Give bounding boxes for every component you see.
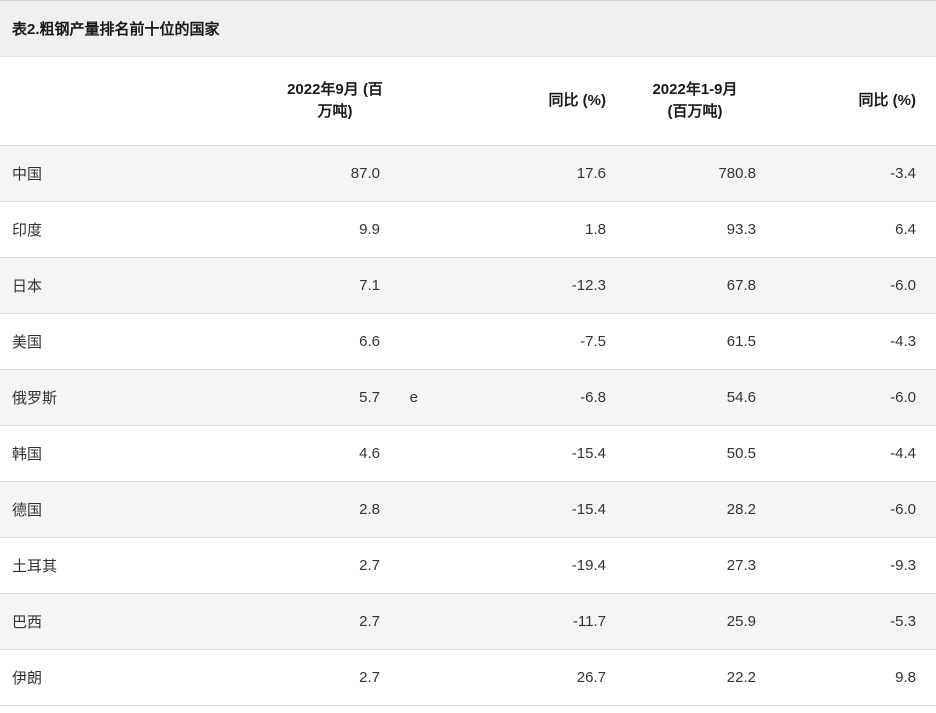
sep-value-cell: 6.6 bbox=[240, 313, 430, 370]
sep-value-cell: 2.7 bbox=[240, 649, 430, 706]
cum-value-cell: 27.3 bbox=[620, 537, 770, 594]
country-cell: 俄罗斯 bbox=[0, 369, 240, 426]
yoy-sep-cell: -12.3 bbox=[430, 257, 620, 314]
header-country bbox=[0, 57, 240, 146]
yoy-sep-cell: 26.7 bbox=[430, 649, 620, 706]
table-title: 表2.粗钢产量排名前十位的国家 bbox=[12, 21, 220, 38]
yoy-sep-cell: -15.4 bbox=[430, 481, 620, 538]
sep-value: 2.7 bbox=[359, 556, 380, 574]
table-row-india: 印度 9.9 1.8 93.3 6.4 bbox=[0, 201, 936, 258]
sep-value: 7.1 bbox=[359, 276, 380, 294]
header-yoy-sep: 同比 (%) bbox=[430, 57, 620, 146]
table-header: 2022年9月 (百 万吨) 同比 (%) 2022年1-9月 (百万吨) 同比… bbox=[0, 57, 936, 146]
yoy-cum-cell: -5.3 bbox=[770, 593, 936, 650]
table-row-turkey: 土耳其 2.7 -19.4 27.3 -9.3 bbox=[0, 537, 936, 594]
yoy-cum-cell: -6.0 bbox=[770, 369, 936, 426]
header-jan-sep-2022: 2022年1-9月 (百万吨) bbox=[620, 57, 770, 146]
yoy-sep-cell: -19.4 bbox=[430, 537, 620, 594]
table-row-brazil: 巴西 2.7 -11.7 25.9 -5.3 bbox=[0, 593, 936, 650]
yoy-cum-cell: -3.4 bbox=[770, 145, 936, 202]
country-cell: 美国 bbox=[0, 313, 240, 370]
table-row-germany: 德国 2.8 -15.4 28.2 -6.0 bbox=[0, 481, 936, 538]
yoy-sep-cell: 1.8 bbox=[430, 201, 620, 258]
yoy-cum-cell: 6.4 bbox=[770, 201, 936, 258]
country-cell: 巴西 bbox=[0, 593, 240, 650]
sep-value: 4.6 bbox=[359, 444, 380, 462]
cum-value-cell: 780.8 bbox=[620, 145, 770, 202]
header-row: 2022年9月 (百 万吨) 同比 (%) 2022年1-9月 (百万吨) 同比… bbox=[0, 57, 936, 146]
cum-value-cell: 67.8 bbox=[620, 257, 770, 314]
country-cell: 德国 bbox=[0, 481, 240, 538]
sep-value-cell: 9.9 bbox=[240, 201, 430, 258]
country-cell: 日本 bbox=[0, 257, 240, 314]
header-yoy-cum: 同比 (%) bbox=[770, 57, 936, 146]
sep-value: 2.7 bbox=[359, 668, 380, 686]
sep-value: 6.6 bbox=[359, 332, 380, 350]
sep-value: 2.8 bbox=[359, 500, 380, 518]
cum-value-cell: 61.5 bbox=[620, 313, 770, 370]
country-cell: 伊朗 bbox=[0, 649, 240, 706]
yoy-sep-cell: -15.4 bbox=[430, 425, 620, 482]
yoy-sep-cell: -7.5 bbox=[430, 313, 620, 370]
yoy-sep-cell: -6.8 bbox=[430, 369, 620, 426]
sep-value-cell: 4.6 bbox=[240, 425, 430, 482]
yoy-cum-cell: -6.0 bbox=[770, 481, 936, 538]
steel-production-table: 2022年9月 (百 万吨) 同比 (%) 2022年1-9月 (百万吨) 同比… bbox=[0, 57, 936, 706]
yoy-cum-cell: -4.4 bbox=[770, 425, 936, 482]
cum-value-cell: 54.6 bbox=[620, 369, 770, 426]
table-row-iran: 伊朗 2.7 26.7 22.2 9.8 bbox=[0, 649, 936, 706]
yoy-cum-cell: -9.3 bbox=[770, 537, 936, 594]
yoy-cum-cell: -4.3 bbox=[770, 313, 936, 370]
country-cell: 印度 bbox=[0, 201, 240, 258]
sep-value: 2.7 bbox=[359, 612, 380, 630]
table-row-china: 中国 87.0 17.6 780.8 -3.4 bbox=[0, 145, 936, 202]
sep-value-cell: 2.7 bbox=[240, 593, 430, 650]
table-row-south-korea: 韩国 4.6 -15.4 50.5 -4.4 bbox=[0, 425, 936, 482]
table-row-japan: 日本 7.1 -12.3 67.8 -6.0 bbox=[0, 257, 936, 314]
sep-value-cell: 87.0 bbox=[240, 145, 430, 202]
cum-value-cell: 22.2 bbox=[620, 649, 770, 706]
cum-value-cell: 25.9 bbox=[620, 593, 770, 650]
cum-value-cell: 93.3 bbox=[620, 201, 770, 258]
sep-value-cell: 5.7 e bbox=[240, 369, 430, 426]
sep-value-cell: 2.8 bbox=[240, 481, 430, 538]
yoy-sep-cell: -11.7 bbox=[430, 593, 620, 650]
cum-value-cell: 28.2 bbox=[620, 481, 770, 538]
table-caption: 表2.粗钢产量排名前十位的国家 bbox=[0, 0, 936, 57]
sep-value-cell: 2.7 bbox=[240, 537, 430, 594]
yoy-cum-cell: -6.0 bbox=[770, 257, 936, 314]
country-cell: 土耳其 bbox=[0, 537, 240, 594]
cum-value-cell: 50.5 bbox=[620, 425, 770, 482]
sep-value: 9.9 bbox=[359, 220, 380, 238]
table-row-usa: 美国 6.6 -7.5 61.5 -4.3 bbox=[0, 313, 936, 370]
yoy-cum-cell: 9.8 bbox=[770, 649, 936, 706]
table-row-russia: 俄罗斯 5.7 e -6.8 54.6 -6.0 bbox=[0, 369, 936, 426]
sep-value: 87.0 bbox=[350, 164, 380, 182]
estimate-marker: e bbox=[409, 388, 418, 406]
country-cell: 韩国 bbox=[0, 425, 240, 482]
yoy-sep-cell: 17.6 bbox=[430, 145, 620, 202]
table-body: 中国 87.0 17.6 780.8 -3.4 印度 9.9 1.8 93.3 … bbox=[0, 145, 936, 706]
header-sep-2022: 2022年9月 (百 万吨) bbox=[240, 57, 430, 146]
sep-value-cell: 7.1 bbox=[240, 257, 430, 314]
sep-value: 5.7 bbox=[359, 388, 380, 406]
country-cell: 中国 bbox=[0, 145, 240, 202]
